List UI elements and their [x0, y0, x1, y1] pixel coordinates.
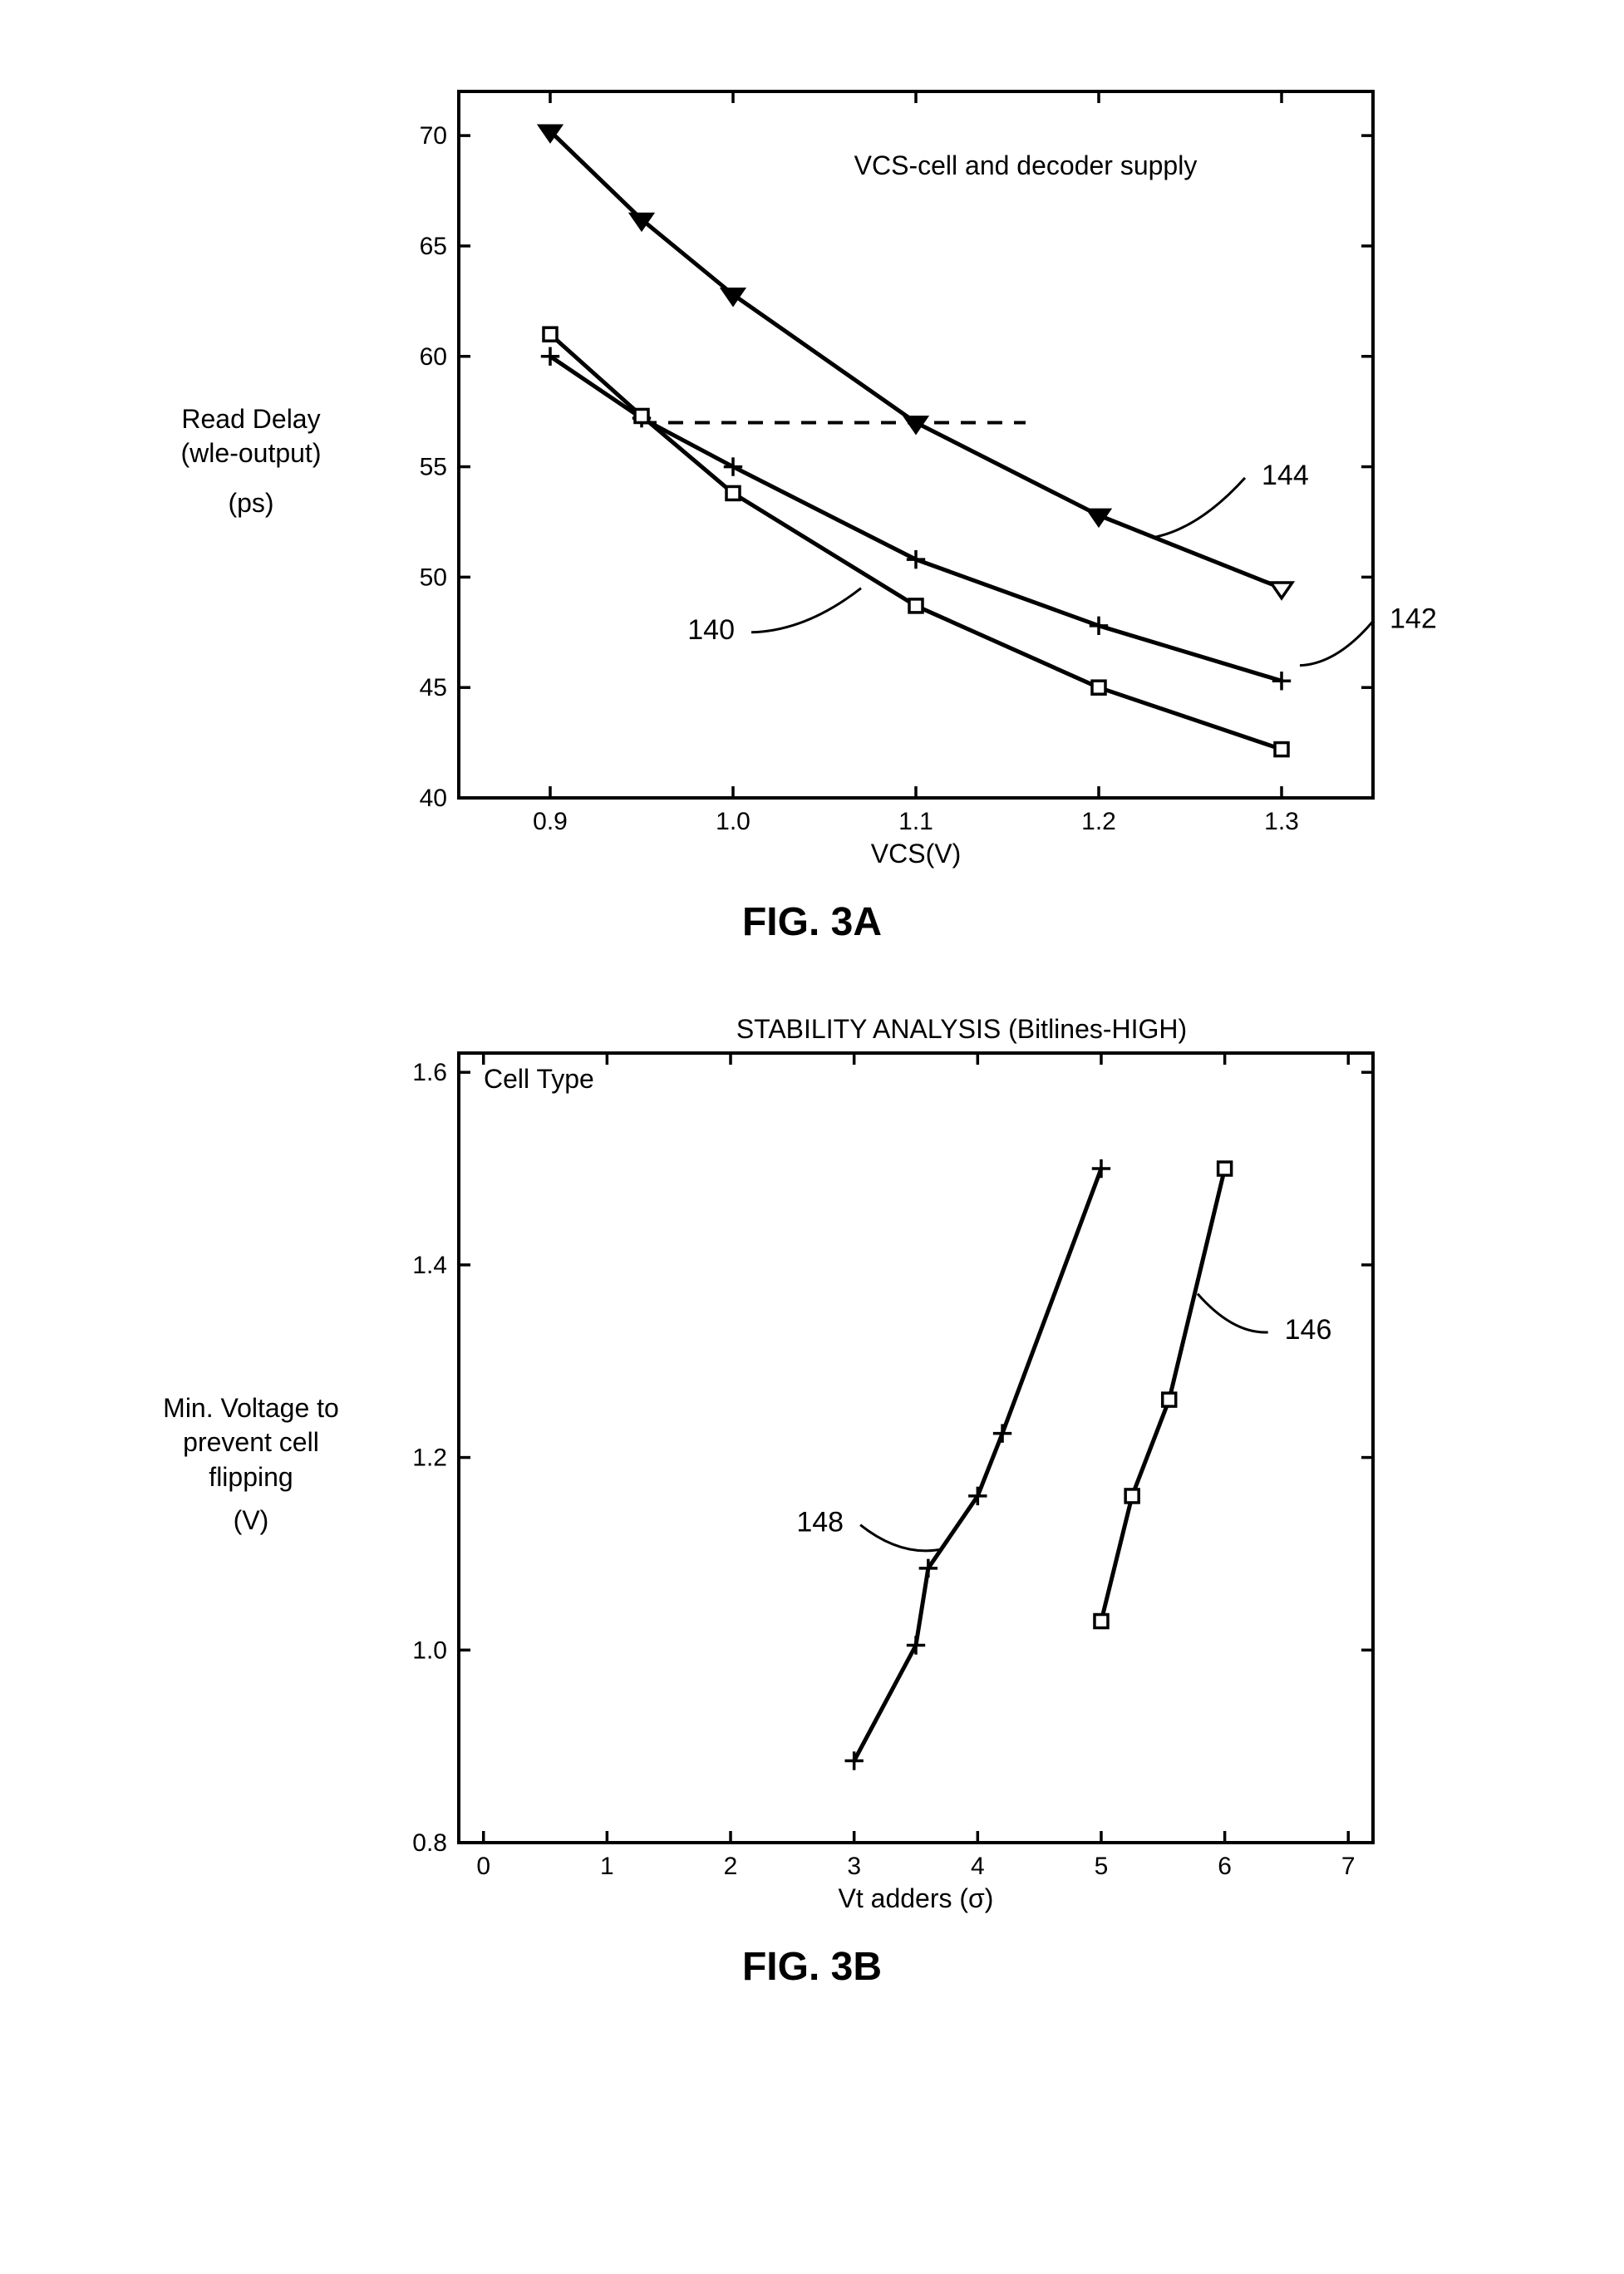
chart-b-wrapper: Min. Voltage to prevent cell flipping (V…	[143, 995, 1481, 1990]
x-tick-label: 7	[1341, 1853, 1356, 1880]
chart-a-svg: 40 45 50 55 60 65 70 0.9 1.0 1.1 1.2 1.3 VCS(V) VCS-c…	[376, 33, 1481, 889]
x-tick-label: 1.1	[898, 808, 933, 835]
callout-leader-142	[1300, 622, 1373, 666]
chart-b-caption: FIG. 3B	[742, 1944, 882, 1990]
y-tick-label: 45	[420, 674, 447, 701]
figure-container: Read Delay (wle-output) (ps) 40455055606…	[17, 33, 1607, 1990]
x-tick-label: 6	[1218, 1853, 1232, 1880]
chart-a-y-label: Read Delay (wle-output) (ps)	[143, 402, 359, 521]
series-line-144	[550, 131, 1282, 588]
callout-label-148: 148	[796, 1507, 844, 1538]
chart-b-y-label: Min. Voltage to prevent cell flipping (V…	[143, 1391, 359, 1538]
callout-leader-140	[751, 588, 861, 632]
callout-label-140: 140	[687, 614, 735, 646]
chart-top-left-label: Cell Type	[484, 1064, 594, 1094]
chart-annotation: STABILITY ANALYSIS (Bitlines-HIGH)	[736, 1014, 1187, 1044]
y-tick-label: 60	[420, 343, 447, 371]
x-tick-label: 1.0	[716, 808, 750, 835]
chart-a-ylabel-3: (ps)	[143, 486, 359, 521]
y-tick-label: 1.2	[412, 1445, 447, 1472]
series-line-142	[550, 357, 1282, 681]
y-tick-label: 55	[420, 454, 447, 481]
series-line-140	[550, 334, 1282, 749]
y-tick-label: 0.8	[412, 1829, 447, 1857]
chart-a-ylabel-2: (wle-output)	[143, 436, 359, 471]
x-tick-label: 3	[847, 1853, 861, 1880]
callout-label-144: 144	[1262, 460, 1309, 491]
chart-a-row: Read Delay (wle-output) (ps) 40 45 50 55 60 6…	[143, 33, 1481, 889]
y-tick-label: 70	[420, 122, 447, 150]
chart-a-caption: FIG. 3A	[742, 899, 882, 945]
x-tick-label: 0.9	[533, 808, 568, 835]
chart-a-ylabel-1: Read Delay	[143, 402, 359, 437]
y-tick-label: 50	[420, 564, 447, 591]
chart-a-wrapper: Read Delay (wle-output) (ps) 40 45 50 55 60 6…	[143, 33, 1481, 945]
chart-b-ylabel-1: Min. Voltage to	[143, 1391, 359, 1426]
x-tick-label: 1.3	[1264, 808, 1299, 835]
chart-annotation: VCS-cell and decoder supply	[854, 150, 1198, 180]
x-tick-label: 4	[971, 1853, 985, 1880]
y-tick-label: 40	[420, 785, 447, 812]
y-tick-label: 1.4	[412, 1252, 447, 1279]
chart-b-ylabel-3: (V)	[143, 1504, 359, 1538]
x-tick-label: 5	[1095, 1853, 1109, 1880]
callout-leader-144	[1154, 478, 1245, 538]
callout-leader-146	[1198, 1294, 1268, 1332]
x-axis-label: VCS(V)	[871, 839, 961, 869]
x-axis-label: Vt adders (σ)	[839, 1883, 994, 1913]
x-tick-label: 1	[600, 1853, 614, 1880]
y-tick-label: 65	[420, 233, 447, 260]
y-tick-label: 1.0	[412, 1637, 447, 1664]
x-tick-label: 1.2	[1081, 808, 1116, 835]
x-tick-label: 2	[724, 1853, 738, 1880]
chart-b-row: Min. Voltage to prevent cell flipping (V…	[143, 995, 1481, 1934]
chart-b-ylabel-2: prevent cell flipping	[143, 1425, 359, 1494]
y-tick-label: 1.6	[412, 1059, 447, 1086]
callout-label-142: 142	[1390, 603, 1437, 635]
callout-label-146: 146	[1285, 1314, 1332, 1346]
callout-leader-148	[860, 1525, 943, 1551]
series-line-148	[854, 1169, 1101, 1761]
chart-b-svg: 0.8 1.0 1.2 1.4 1.6 0 1 2 3 4 5 6 7 Vt adders (σ) STAB…	[376, 995, 1481, 1934]
x-tick-label: 0	[476, 1853, 490, 1880]
